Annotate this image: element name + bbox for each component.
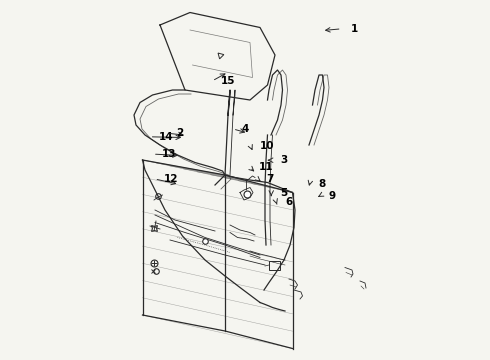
- Text: 13: 13: [162, 149, 176, 159]
- Text: 10: 10: [259, 141, 274, 151]
- Text: 8: 8: [318, 179, 326, 189]
- Text: 6: 6: [285, 197, 292, 207]
- Text: 3: 3: [280, 155, 288, 165]
- Text: 5: 5: [280, 188, 288, 198]
- Text: 4: 4: [242, 124, 249, 134]
- Text: 9: 9: [328, 191, 335, 201]
- Text: 7: 7: [267, 174, 274, 184]
- Text: 1: 1: [351, 24, 358, 34]
- Text: 11: 11: [259, 162, 273, 172]
- Text: 12: 12: [163, 174, 178, 184]
- Text: 2: 2: [176, 128, 183, 138]
- Text: 14: 14: [159, 132, 173, 142]
- Text: 15: 15: [221, 76, 236, 86]
